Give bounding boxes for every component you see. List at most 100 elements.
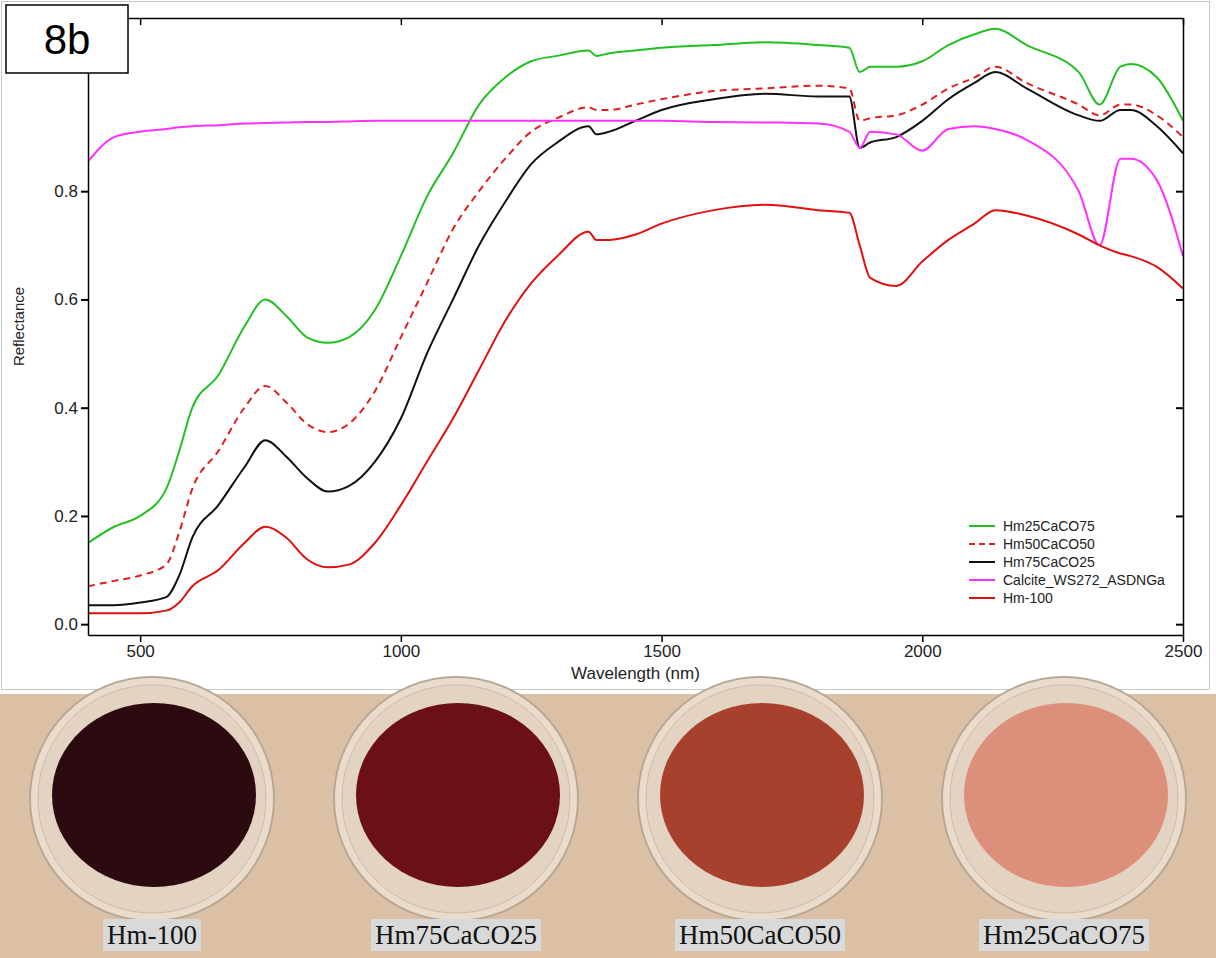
y-tick-label: 0.2 <box>54 507 78 526</box>
dish-inner <box>38 685 266 913</box>
sample-label-box <box>675 919 845 951</box>
x-top-tick <box>401 18 402 25</box>
y-axis: 0.0 0.2 0.4 0.6 0.8 <box>54 19 88 636</box>
y-right-tick <box>1176 624 1183 625</box>
series-line <box>88 121 1183 256</box>
dish-rim <box>942 677 1186 921</box>
x-top-tick-mark <box>661 18 663 25</box>
x-top-tick-mark <box>922 18 924 25</box>
legend-label: Hm50CaCO50 <box>1003 536 1095 552</box>
legend-label: Hm25CaCO75 <box>1003 518 1095 534</box>
y-tick: 0.0 <box>54 615 88 634</box>
y-tick: 0.6 <box>54 290 88 309</box>
legend-label: Hm75CaCO25 <box>1003 554 1095 570</box>
sample-label-box <box>103 919 201 951</box>
x-axis-top <box>89 18 1184 25</box>
y-right-tick-mark <box>1176 624 1183 626</box>
series-line <box>88 29 1183 543</box>
y-right-tick-mark <box>1176 299 1183 301</box>
x-top-tick-mark <box>401 18 403 25</box>
y-tick-mark <box>81 191 88 193</box>
y-tick-mark <box>81 624 88 626</box>
x-tick-mark <box>140 635 142 642</box>
y-tick-label: 0.6 <box>54 290 78 309</box>
x-tick-mark <box>661 635 663 642</box>
powder <box>964 703 1168 887</box>
y-right-tick-mark <box>1176 515 1183 517</box>
legend-label: Hm-100 <box>1003 590 1053 606</box>
x-top-tick <box>922 18 923 25</box>
x-tick: 500 <box>126 635 154 661</box>
dish-inner <box>342 685 570 913</box>
y-tick-label: 0.0 <box>54 615 78 634</box>
dish-inner <box>646 685 874 913</box>
series-line <box>88 67 1183 587</box>
series-line <box>88 205 1183 614</box>
figure: 50010001500200025000.00.20.40.60.8Wavele… <box>0 0 1216 958</box>
legend-swatch <box>969 525 995 527</box>
panel-label: 8b <box>6 5 128 73</box>
legend-swatch <box>969 561 995 563</box>
legend-swatch <box>969 597 995 599</box>
y-right-tick <box>1176 516 1183 517</box>
y-tick-label: 0.4 <box>54 399 78 418</box>
x-tick-mark <box>922 635 924 642</box>
x-top-tick <box>1183 18 1184 25</box>
legend-label: Calcite_WS272_ASDNGa <box>1003 572 1165 588</box>
sample-label: Hm50CaCO50 <box>679 920 841 950</box>
series-line <box>88 72 1183 605</box>
y-tick: 0.4 <box>54 399 88 418</box>
dish-rim <box>638 677 882 921</box>
panel-label-box <box>6 5 128 73</box>
powder <box>52 703 256 887</box>
x-axis-top-line <box>89 18 1184 20</box>
y-tick-mark <box>81 299 88 301</box>
chart-panel-border <box>2 2 1210 690</box>
x-tick-label: 2500 <box>1165 642 1203 661</box>
sample-dish: Hm-100 <box>30 677 274 951</box>
sample-label-box <box>371 919 541 951</box>
y-tick-mark <box>81 407 88 409</box>
x-tick: 2500 <box>1165 635 1203 661</box>
sample-label: Hm-100 <box>107 920 197 950</box>
sample-label: Hm75CaCO25 <box>375 920 537 950</box>
y-tick-label: 0.8 <box>54 182 78 201</box>
x-tick-mark <box>401 635 403 642</box>
x-tick-mark <box>1183 635 1185 642</box>
sample-dish: Hm25CaCO75 <box>942 677 1186 951</box>
x-top-tick <box>662 18 663 25</box>
x-top-tick-mark <box>140 18 142 25</box>
x-axis-line <box>89 635 1184 637</box>
panel-label-text: 8b <box>44 16 91 63</box>
dish-rim <box>30 677 274 921</box>
y-axis-title: Reflectance <box>10 287 27 366</box>
legend: Hm25CaCO75 Hm50CaCO50 Hm75CaCO25 Calcite_WS… <box>969 518 1165 606</box>
sample-label: Hm25CaCO75 <box>983 920 1145 950</box>
y-right-tick-mark <box>1176 191 1183 193</box>
series-lines <box>88 29 1183 614</box>
y-axis-line <box>88 19 90 636</box>
y-right-tick-mark <box>1176 407 1183 409</box>
photo-background <box>0 694 1216 958</box>
sample-dish: Hm75CaCO25 <box>334 677 578 951</box>
powder <box>356 703 560 887</box>
y-right-tick <box>1176 408 1183 409</box>
x-tick-label: 1500 <box>643 642 681 661</box>
x-top-tick <box>140 18 141 25</box>
y-tick: 0.8 <box>54 182 88 201</box>
x-tick: 2000 <box>904 635 942 661</box>
y-tick: 0.2 <box>54 507 88 526</box>
dish-inner <box>950 685 1178 913</box>
y-tick-mark <box>81 515 88 517</box>
powder <box>660 703 864 887</box>
y-axis-right-line <box>1183 19 1185 636</box>
x-axis: 5001000150020002500 <box>89 635 1203 661</box>
legend-swatch <box>969 579 995 581</box>
legend-swatch <box>969 543 995 545</box>
photo-panel: Hm-100 Hm75CaCO25 Hm50CaCO50 Hm25CaCO75 <box>0 677 1216 958</box>
x-axis-title: Wavelength (nm) <box>571 664 700 683</box>
y-right-tick <box>1176 299 1183 300</box>
sample-dish: Hm50CaCO50 <box>638 677 882 951</box>
x-top-tick-mark <box>1183 18 1185 25</box>
x-tick: 1500 <box>643 635 681 661</box>
